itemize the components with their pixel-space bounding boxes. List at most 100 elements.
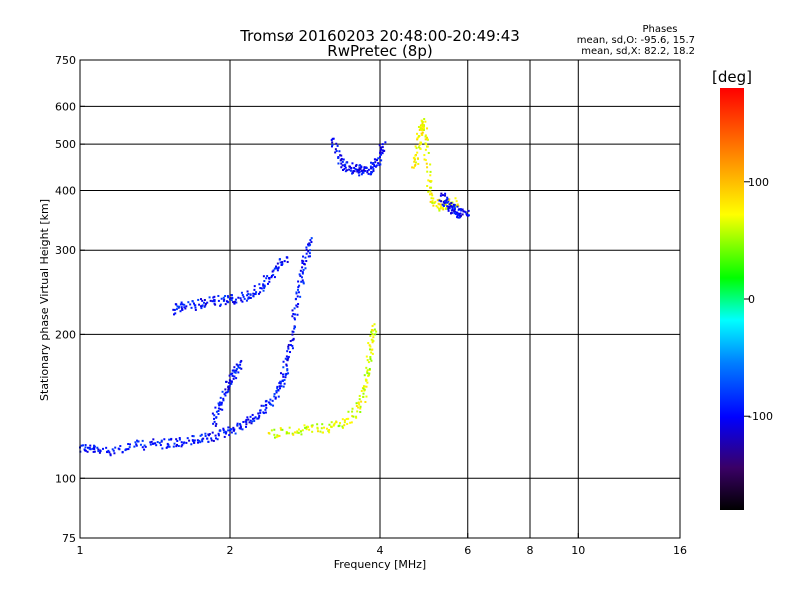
trace-point [88, 447, 91, 450]
trace-point [228, 379, 231, 382]
trace-point [349, 165, 352, 168]
trace-point [135, 444, 138, 447]
trace-point [166, 442, 169, 445]
trace-point [451, 207, 454, 210]
trace-point [358, 174, 361, 177]
trace-point [374, 333, 377, 336]
trace-point [262, 275, 265, 278]
trace-point [307, 255, 310, 258]
trace-point [106, 451, 109, 454]
trace-point [214, 424, 217, 427]
trace-point [217, 432, 220, 435]
trace-point [370, 351, 373, 354]
trace-point [201, 304, 204, 307]
trace-point [364, 385, 367, 388]
trace-point [417, 162, 420, 165]
trace-point [227, 387, 230, 390]
trace-point [360, 173, 363, 176]
trace-point [348, 168, 351, 171]
trace-point [360, 169, 363, 172]
trace-point [160, 439, 163, 442]
trace-point [345, 417, 348, 420]
trace-point [446, 201, 449, 204]
trace-point [264, 411, 267, 414]
trace-point [294, 313, 297, 316]
trace-point [461, 213, 464, 216]
trace-point [376, 159, 379, 162]
trace-point [213, 295, 216, 298]
trace-point [249, 293, 252, 296]
trace-point [426, 170, 429, 173]
trace-point [92, 450, 95, 453]
trace-point [215, 410, 218, 413]
trace-point [288, 426, 291, 429]
trace-point [250, 422, 253, 425]
trace-point [358, 171, 361, 174]
trace-point [369, 345, 372, 348]
trace-point [456, 205, 459, 208]
trace-point [358, 168, 361, 171]
trace-point [337, 425, 340, 428]
trace-point [429, 200, 432, 203]
trace-point [453, 208, 456, 211]
trace-point [420, 142, 423, 145]
trace-point [426, 127, 429, 130]
trace-point [211, 300, 214, 303]
trace-point [86, 446, 89, 449]
trace-point [330, 139, 333, 142]
trace-point [347, 417, 350, 420]
trace-point [136, 439, 139, 442]
trace-point [224, 432, 227, 435]
trace-point [430, 186, 433, 189]
trace-point [456, 213, 459, 216]
trace-point [185, 305, 188, 308]
trace-point [447, 200, 450, 203]
trace-point [418, 129, 421, 132]
trace-point [239, 361, 242, 364]
trace-point [230, 299, 233, 302]
trace-point [381, 151, 384, 154]
trace-point [286, 359, 289, 362]
trace-point [375, 164, 378, 167]
trace-point [428, 193, 431, 196]
trace-point [451, 205, 454, 208]
trace-point [192, 440, 195, 443]
trace-point [447, 199, 450, 202]
trace-point [339, 154, 342, 157]
trace-point [181, 308, 184, 311]
trace-point [258, 283, 261, 286]
trace-point [302, 255, 305, 258]
trace-point [287, 345, 290, 348]
trace-point [255, 291, 258, 294]
trace-point [276, 262, 279, 265]
trace-point [293, 317, 296, 320]
y-tick-label: 500 [55, 138, 76, 151]
trace-point [228, 434, 231, 437]
trace-point [307, 243, 310, 246]
trace-point [430, 192, 433, 195]
y-tick-label: 200 [55, 328, 76, 341]
trace-point [221, 390, 224, 393]
trace-point [139, 443, 142, 446]
trace-point [335, 150, 338, 153]
trace-point [343, 424, 346, 427]
trace-point [256, 417, 259, 420]
trace-point [301, 272, 304, 275]
trace-point [278, 258, 281, 261]
trace-point [368, 348, 371, 351]
trace-point [363, 166, 366, 169]
trace-point [209, 299, 212, 302]
trace-point [230, 380, 233, 383]
trace-point [223, 393, 226, 396]
trace-point [456, 215, 459, 218]
trace-point [301, 271, 304, 274]
trace-point [381, 149, 384, 152]
trace-point [351, 410, 354, 413]
trace-point [224, 303, 227, 306]
trace-point [215, 437, 218, 440]
trace-point [224, 295, 227, 298]
trace-point [300, 280, 303, 283]
trace-point [217, 402, 220, 405]
trace-point [214, 303, 217, 306]
trace-point [241, 428, 244, 431]
